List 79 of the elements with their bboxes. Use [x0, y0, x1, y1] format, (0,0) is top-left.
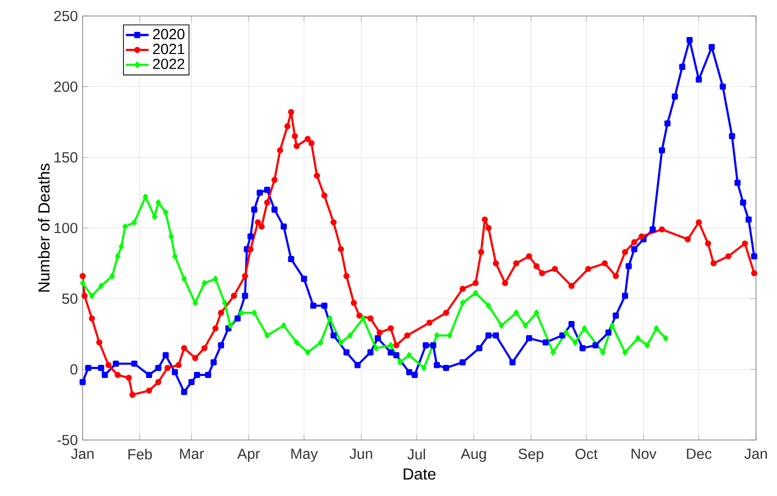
point — [132, 219, 137, 226]
point — [168, 233, 174, 240]
legend-label: 2022 — [153, 58, 184, 70]
point — [654, 325, 659, 332]
point — [110, 272, 115, 280]
x-tick-label: Sep — [518, 448, 544, 462]
point — [610, 322, 615, 329]
point — [514, 310, 519, 316]
point — [522, 322, 528, 329]
point — [360, 315, 366, 322]
point — [663, 335, 668, 342]
point — [622, 349, 628, 356]
point — [486, 302, 492, 309]
point — [294, 339, 300, 346]
x-tick-label: Jul — [407, 448, 425, 460]
legend-label: 2021 — [153, 44, 184, 54]
point — [388, 342, 394, 348]
x-tick-label: Nov — [632, 448, 656, 459]
y-tick-label: 200 — [54, 81, 78, 92]
legend-label: 2020 — [153, 28, 184, 40]
point — [238, 310, 244, 316]
y-tick-label: -50 — [57, 434, 78, 446]
point — [550, 349, 556, 356]
point — [635, 335, 641, 342]
point — [222, 300, 228, 306]
point — [338, 339, 344, 346]
x-tick-label: Jan — [71, 448, 94, 459]
y-axis-title: Number of Deaths — [38, 164, 50, 292]
point — [281, 322, 286, 329]
point — [115, 253, 120, 260]
point — [89, 292, 94, 299]
point — [305, 349, 310, 356]
point — [172, 253, 178, 260]
point — [318, 339, 324, 346]
x-axis-title: Date — [404, 468, 436, 480]
point — [327, 315, 332, 322]
point — [80, 280, 86, 286]
point — [434, 332, 440, 338]
point — [156, 199, 161, 206]
point — [122, 224, 128, 230]
point — [252, 310, 257, 316]
point — [348, 332, 353, 338]
x-tick-label: Aug — [460, 448, 486, 462]
x-tick-label: Oct — [576, 448, 598, 460]
point — [98, 282, 104, 290]
y-tick-label: 0 — [70, 364, 78, 375]
x-tick-label: Apr — [237, 448, 260, 462]
point — [600, 349, 606, 356]
point — [447, 332, 452, 338]
point — [202, 280, 207, 286]
point — [406, 352, 412, 358]
y-tick-label: 150 — [54, 152, 78, 163]
point — [373, 345, 379, 352]
point — [473, 290, 478, 296]
y-tick-label: 250 — [54, 10, 78, 22]
point — [228, 322, 233, 329]
x-tick-label: May — [291, 448, 318, 462]
point — [264, 332, 270, 338]
x-tick-label: Mar — [180, 448, 204, 459]
point — [572, 339, 578, 346]
x-tick-label: Jan — [744, 448, 767, 459]
point — [118, 243, 124, 250]
point — [192, 300, 198, 306]
y-tick-label: 50 — [62, 293, 78, 304]
point — [498, 322, 504, 329]
x-tick-label: Feb — [128, 448, 152, 460]
point — [460, 300, 466, 306]
point — [644, 342, 650, 348]
point — [582, 325, 588, 332]
point — [421, 364, 427, 371]
point — [163, 209, 168, 216]
point — [212, 276, 218, 282]
point — [534, 310, 540, 316]
y-tick-label: 100 — [54, 222, 78, 234]
x-tick-label: Jun — [350, 448, 372, 459]
point — [182, 276, 187, 282]
point — [563, 330, 569, 336]
point — [397, 359, 403, 366]
x-tick-label: Dec — [686, 448, 712, 459]
